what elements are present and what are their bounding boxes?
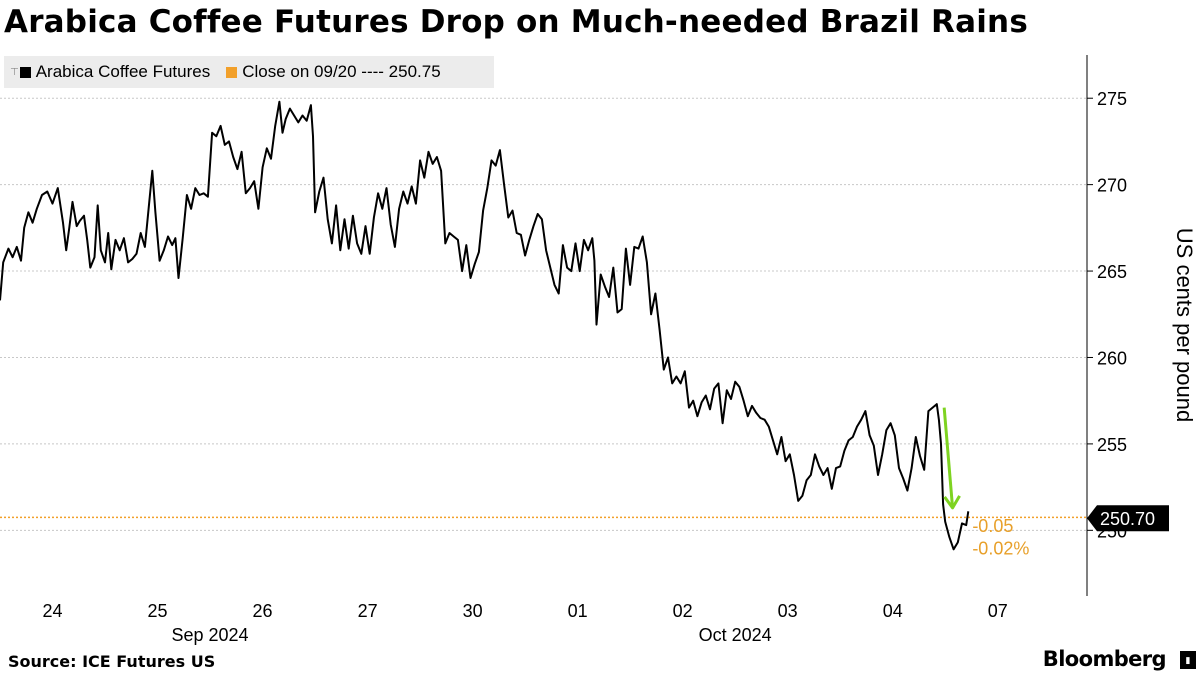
legend-series-label: Arabica Coffee Futures	[35, 62, 211, 81]
legend-item-close: Close on 09/20 ---- 250.75	[226, 62, 441, 82]
x-tick-label: 26	[253, 601, 273, 621]
x-tick-label: 02	[673, 601, 693, 621]
y-tick-label: 275	[1097, 89, 1127, 109]
drop-arrow-head	[943, 495, 961, 510]
legend-item-series: ⊤ Arabica Coffee Futures	[10, 62, 210, 82]
chart-title: Arabica Coffee Futures Drop on Much-need…	[4, 4, 1028, 40]
x-tick-label: 27	[358, 601, 378, 621]
x-tick-label: 24	[42, 601, 62, 621]
x-tick-label: 04	[883, 601, 903, 621]
change-absolute-label: -0.05	[972, 516, 1013, 536]
price-series-line	[0, 100, 970, 551]
legend-close-label: Close on 09/20 ---- 250.75	[242, 62, 441, 81]
legend-swatch-series	[19, 66, 31, 78]
legend-swatch-close	[226, 66, 238, 78]
last-value-badge: 250.70	[1087, 505, 1169, 532]
legend-marker-icon: ⊤	[10, 66, 19, 78]
x-tick-label: 03	[778, 601, 798, 621]
x-group-label: Oct 2024	[699, 625, 772, 645]
y-tick-label: 255	[1097, 435, 1127, 455]
x-tick-label: 30	[463, 601, 483, 621]
x-tick-label: 07	[988, 601, 1008, 621]
gridlines	[0, 97, 1087, 531]
y-tick-label: 260	[1097, 348, 1127, 368]
last-value-label: 250.70	[1100, 509, 1155, 529]
y-axis-label: US cents per pound	[1172, 228, 1197, 422]
legend: ⊤ Arabica Coffee Futures Close on 09/20 …	[4, 56, 494, 88]
x-tick-label: 01	[568, 601, 588, 621]
bloomberg-mark-icon: ▮	[1180, 651, 1196, 669]
last-value-badge-background	[1087, 505, 1169, 532]
drop-arrow-shaft	[942, 407, 955, 508]
x-axis: 24 25 26 27 30 01 02 03 04 07 Sep 2024 Oct 2024	[42, 601, 1007, 645]
y-tick-label: 265	[1097, 262, 1127, 282]
change-percent-label: -0.02%	[972, 539, 1029, 559]
source-note: Source: ICE Futures US	[8, 652, 216, 671]
x-tick-label: 25	[148, 601, 168, 621]
x-group-label: Sep 2024	[172, 625, 249, 645]
bloomberg-logo: Bloomberg	[1042, 647, 1167, 671]
y-tick-label: 270	[1097, 176, 1127, 196]
